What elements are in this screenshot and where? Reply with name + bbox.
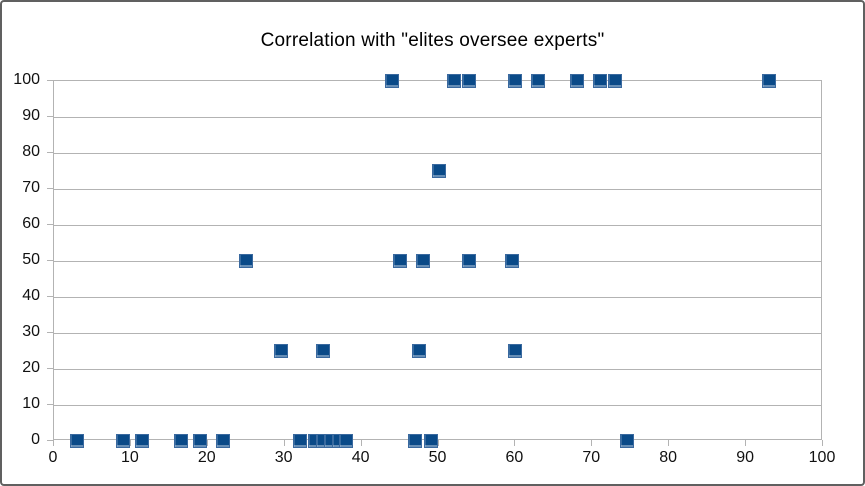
data-point — [531, 74, 546, 88]
x-axis-tick — [360, 440, 362, 446]
data-point — [293, 434, 308, 448]
data-point — [508, 344, 523, 358]
x-axis-tick — [129, 440, 131, 446]
plot-area — [53, 74, 822, 448]
x-axis-tick — [437, 440, 439, 446]
x-tick-label: 20 — [197, 449, 216, 466]
x-axis-tick — [822, 440, 823, 446]
y-axis-tick — [47, 440, 53, 441]
x-tick-label: 60 — [505, 449, 524, 466]
y-tick-label: 0 — [31, 431, 40, 448]
gridline-y-10 — [54, 405, 821, 406]
y-tick-label: 70 — [22, 179, 40, 196]
x-tick-label: 40 — [351, 449, 370, 466]
y-tick-label: 10 — [22, 395, 40, 412]
y-axis-tick — [47, 116, 53, 117]
y-axis-tick — [47, 80, 53, 81]
x-axis-tick — [283, 440, 285, 446]
data-point — [608, 74, 623, 88]
data-point — [173, 434, 188, 448]
x-tick-label: 70 — [582, 449, 601, 466]
y-tick-label: 40 — [22, 287, 40, 304]
x-tick-label: 30 — [274, 449, 293, 466]
y-tick-label: 50 — [22, 251, 40, 268]
x-tick-label: 50 — [428, 449, 447, 466]
data-point — [592, 74, 607, 88]
x-axis-tick — [591, 440, 593, 446]
x-axis-tick — [514, 440, 516, 446]
gridline-y-20 — [54, 369, 821, 370]
y-tick-label: 100 — [13, 71, 40, 88]
data-point — [412, 344, 427, 358]
y-tick-label: 30 — [22, 323, 40, 340]
data-point — [135, 434, 150, 448]
gridline-y-90 — [54, 117, 821, 118]
data-point — [116, 434, 131, 448]
data-point — [416, 254, 431, 268]
x-axis-tick — [206, 440, 208, 446]
data-point — [431, 164, 446, 178]
data-point — [339, 434, 354, 448]
data-point — [569, 74, 584, 88]
x-axis-tick — [745, 440, 747, 446]
data-point — [423, 434, 438, 448]
y-axis-tick — [47, 368, 53, 369]
gridline-y-70 — [54, 189, 821, 190]
y-axis-tick — [47, 404, 53, 405]
data-point — [462, 74, 477, 88]
gridline-y-80 — [54, 153, 821, 154]
y-tick-label: 20 — [22, 359, 40, 376]
x-axis-tick — [53, 440, 54, 446]
x-tick-label: 0 — [48, 449, 58, 466]
x-tick-label: 10 — [120, 449, 139, 466]
y-axis-tick — [47, 152, 53, 153]
data-point — [619, 434, 634, 448]
data-point — [216, 434, 231, 448]
data-point — [193, 434, 208, 448]
data-point — [239, 254, 254, 268]
data-point — [446, 74, 461, 88]
data-point — [762, 74, 777, 88]
y-axis-tick — [47, 260, 53, 261]
x-tick-label: 100 — [808, 449, 836, 466]
data-point — [408, 434, 423, 448]
x-tick-label: 80 — [659, 449, 678, 466]
data-point — [504, 254, 519, 268]
gridline-y-30 — [54, 333, 821, 334]
data-point — [385, 74, 400, 88]
data-point — [316, 344, 331, 358]
gridline-y-60 — [54, 225, 821, 226]
y-tick-label: 90 — [22, 107, 40, 124]
data-point — [70, 434, 85, 448]
data-point — [393, 254, 408, 268]
data-point — [273, 344, 288, 358]
y-axis-tick — [47, 224, 53, 225]
y-axis-tick — [47, 296, 53, 297]
chart-title: Correlation with "elites oversee experts… — [260, 30, 605, 51]
gridline-y-40 — [54, 297, 821, 298]
gridline-y-50 — [54, 261, 821, 262]
x-tick-label: 90 — [736, 449, 754, 466]
y-tick-label: 80 — [22, 143, 40, 160]
data-point — [462, 254, 477, 268]
y-axis-tick — [47, 188, 53, 189]
y-tick-label: 60 — [22, 215, 40, 232]
y-axis-tick — [47, 332, 53, 333]
x-axis-tick — [668, 440, 670, 446]
data-point — [508, 74, 523, 88]
